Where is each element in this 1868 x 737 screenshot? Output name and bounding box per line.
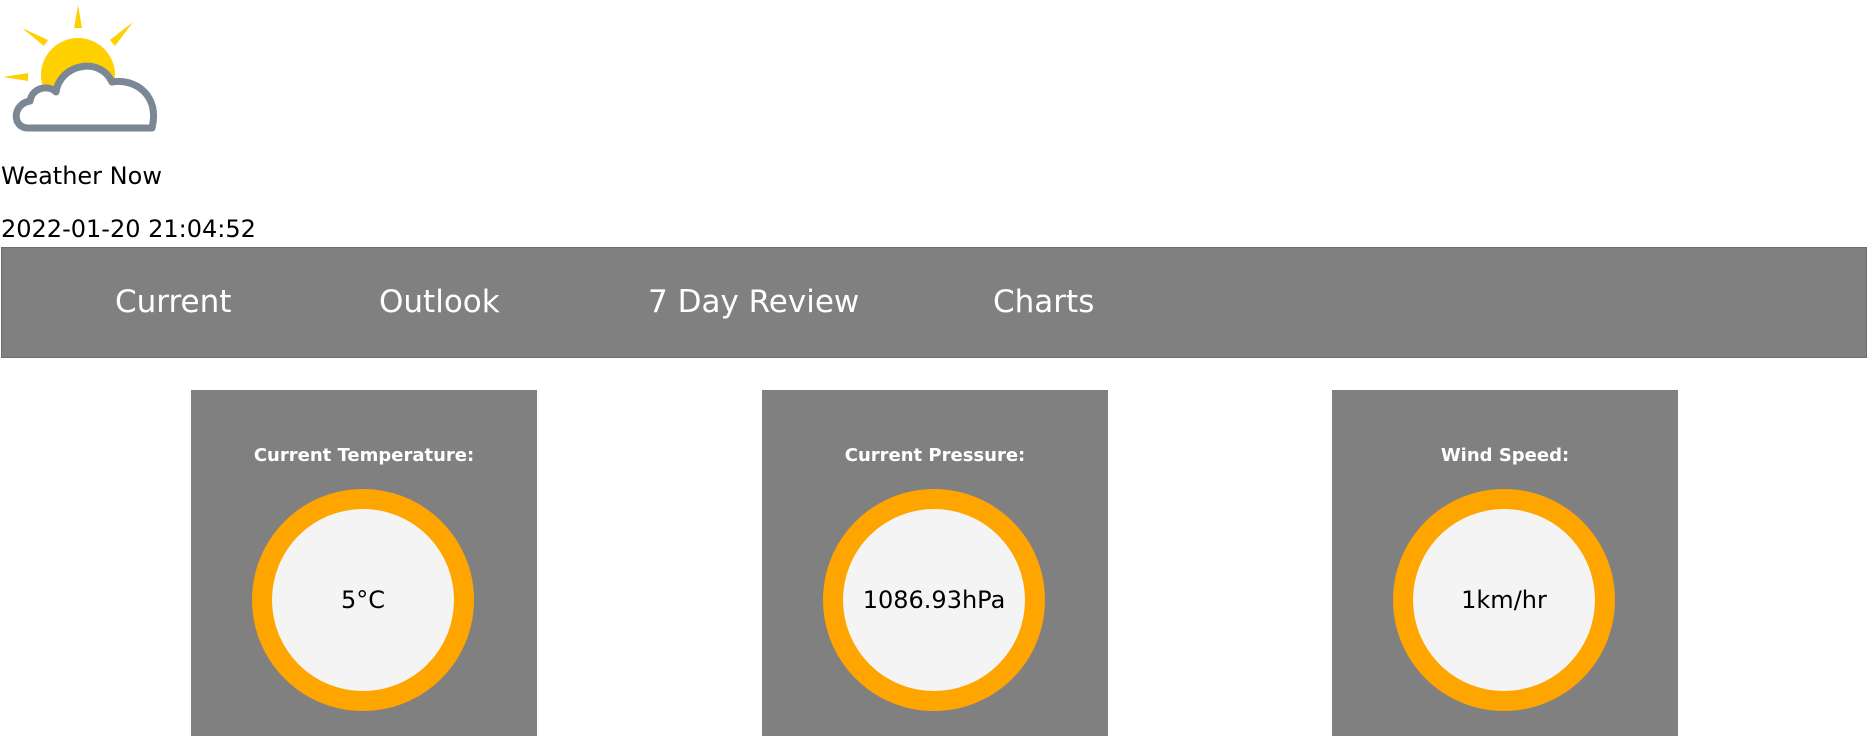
pressure-label: Current Pressure: bbox=[844, 445, 1026, 466]
wind-speed-gauge bbox=[1393, 489, 1615, 711]
main-nav: Current Outlook 7 Day Review Charts bbox=[1, 247, 1867, 358]
temperature-value: 5°C bbox=[340, 586, 386, 614]
wind-speed-card: Wind Speed: 1km/hr bbox=[1332, 390, 1678, 736]
current-timestamp: 2022-01-20 21:04:52 bbox=[1, 215, 256, 243]
nav-item-current[interactable]: Current bbox=[115, 284, 232, 320]
temperature-label: Current Temperature: bbox=[253, 445, 475, 466]
nav-item-charts[interactable]: Charts bbox=[993, 284, 1095, 320]
temperature-gauge bbox=[252, 489, 474, 711]
nav-item-7-day-review[interactable]: 7 Day Review bbox=[648, 284, 860, 320]
pressure-value: 1086.93hPa bbox=[862, 586, 1006, 614]
temperature-card: Current Temperature: 5°C bbox=[191, 390, 537, 736]
pressure-card: Current Pressure: 1086.93hPa bbox=[762, 390, 1108, 736]
pressure-gauge bbox=[823, 489, 1045, 711]
wind-speed-value: 1km/hr bbox=[1461, 586, 1547, 614]
nav-item-outlook[interactable]: Outlook bbox=[379, 284, 500, 320]
app-title: Weather Now bbox=[1, 162, 162, 190]
partly-cloudy-icon bbox=[3, 5, 157, 132]
wind-speed-label: Wind Speed: bbox=[1440, 445, 1570, 466]
